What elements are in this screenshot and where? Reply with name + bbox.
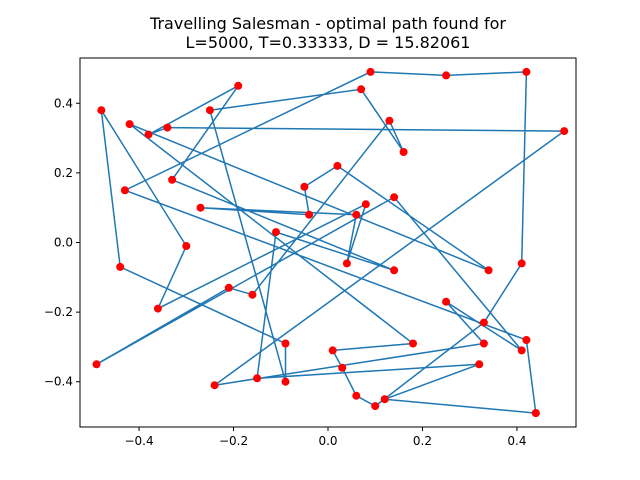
city-point — [125, 120, 134, 129]
city-point — [517, 346, 526, 355]
y-tick-label: −0.2 — [44, 305, 73, 319]
axes-frame — [79, 57, 577, 428]
tour-path-layer — [96, 71, 567, 414]
city-point — [144, 130, 153, 139]
city-points-layer — [92, 67, 569, 418]
city-point — [120, 186, 129, 195]
city-point — [97, 106, 106, 115]
city-point — [517, 259, 526, 268]
x-tick-label: −0.2 — [219, 434, 248, 448]
city-point — [92, 360, 101, 369]
city-point — [300, 182, 309, 191]
tour-path-line — [96, 71, 567, 414]
x-tick-label: 0.2 — [413, 434, 432, 448]
city-point — [205, 106, 214, 115]
x-tick-label: 0.4 — [507, 434, 526, 448]
y-tick-label: 0.0 — [54, 236, 73, 250]
city-point — [385, 116, 394, 125]
city-point — [409, 339, 417, 348]
city-point — [248, 290, 257, 299]
city-point — [234, 81, 243, 90]
city-point — [366, 67, 375, 76]
y-tick-label: −0.4 — [44, 375, 73, 389]
city-point — [479, 318, 488, 327]
city-point — [163, 123, 172, 132]
city-point — [281, 339, 290, 348]
city-point — [522, 336, 531, 344]
city-point — [224, 283, 233, 292]
city-point — [196, 203, 205, 212]
city-point — [442, 297, 451, 306]
city-point — [182, 242, 191, 250]
city-point — [399, 148, 408, 156]
x-tick-label: −0.4 — [124, 434, 153, 448]
chart-title-line-1: Travelling Salesman - optimal path found… — [150, 14, 506, 33]
city-point — [479, 339, 488, 348]
city-point — [522, 67, 531, 76]
y-tick-label: 0.2 — [54, 166, 73, 180]
city-point — [484, 266, 493, 275]
y-tick-label: 0.4 — [54, 96, 73, 110]
city-point — [560, 127, 569, 136]
city-point — [475, 360, 484, 369]
city-point — [338, 363, 347, 372]
city-point — [380, 395, 389, 404]
city-point — [342, 259, 351, 268]
city-point — [352, 210, 361, 219]
x-axis-ticks: −0.4 −0.2 0.0 0.2 0.4 — [124, 427, 526, 448]
city-point — [281, 377, 290, 386]
y-axis-ticks: −0.4 −0.2 0.0 0.2 0.4 — [44, 96, 80, 389]
city-point — [531, 409, 540, 418]
city-point — [328, 346, 337, 355]
city-point — [352, 391, 361, 400]
city-point — [210, 381, 219, 390]
chart-title-line-2: L=5000, T=0.33333, D = 15.82061 — [185, 33, 471, 52]
city-point — [371, 402, 380, 411]
city-point — [168, 175, 177, 184]
city-point — [442, 71, 451, 80]
city-point — [153, 304, 162, 313]
city-point — [390, 193, 399, 202]
city-point — [357, 85, 366, 94]
x-tick-label: 0.0 — [318, 434, 337, 448]
city-point — [253, 374, 262, 383]
city-point — [116, 262, 125, 271]
city-point — [333, 161, 342, 170]
city-point — [361, 200, 370, 209]
city-point — [390, 266, 399, 275]
city-point — [305, 210, 314, 219]
city-point — [272, 228, 280, 237]
